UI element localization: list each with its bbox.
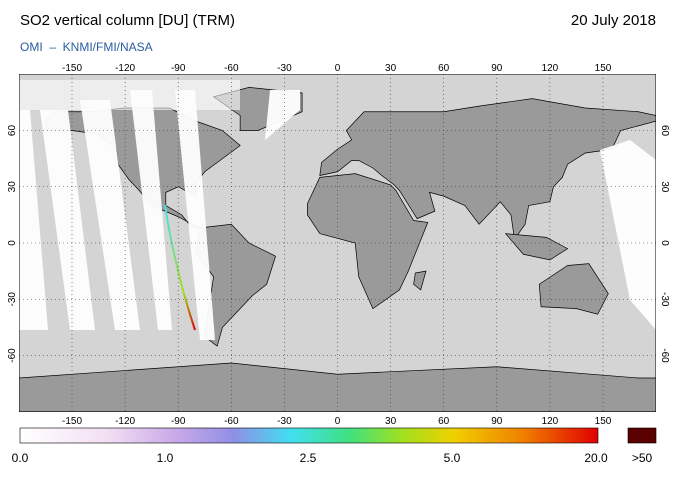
source: OMI – KNMI/FMI/NASA bbox=[20, 40, 153, 54]
lat-label-left: 30 bbox=[7, 181, 18, 193]
lon-label-top: 90 bbox=[491, 63, 503, 74]
colorbar bbox=[19, 427, 599, 444]
lon-label-top: -150 bbox=[62, 63, 82, 74]
lat-label-left: 60 bbox=[7, 125, 18, 137]
lon-label-top: 30 bbox=[385, 63, 397, 74]
lon-label-bottom: 0 bbox=[335, 416, 341, 427]
date: 20 July 2018 bbox=[571, 12, 656, 29]
landmass bbox=[307, 173, 429, 310]
lon-label-bottom: 120 bbox=[542, 416, 559, 427]
landmass bbox=[538, 263, 609, 315]
lat-label-left: -30 bbox=[7, 292, 18, 307]
lon-label-top: -30 bbox=[277, 63, 292, 74]
lon-label-bottom: 30 bbox=[385, 416, 397, 427]
lat-label-left: -60 bbox=[7, 348, 18, 363]
lon-label-top: 120 bbox=[542, 63, 559, 74]
lat-label-right: 0 bbox=[659, 240, 670, 246]
landmass bbox=[195, 223, 276, 347]
lon-label-bottom: 90 bbox=[491, 416, 503, 427]
lon-label-bottom: 150 bbox=[595, 416, 612, 427]
colorbar-label: 20.0 bbox=[584, 451, 608, 465]
lat-label-left: 0 bbox=[7, 240, 18, 246]
colorbar-label: 1.0 bbox=[157, 451, 174, 465]
colorbar-overflow-label: >50 bbox=[632, 451, 653, 465]
lon-label-bottom: -30 bbox=[277, 416, 292, 427]
colorbar-overflow bbox=[627, 427, 657, 444]
landmass bbox=[504, 233, 569, 261]
lon-label-top: 0 bbox=[335, 63, 341, 74]
lon-label-top: 150 bbox=[595, 63, 612, 74]
so2-track bbox=[164, 204, 196, 331]
lon-label-bottom: -150 bbox=[62, 416, 82, 427]
colorbar-label: 5.0 bbox=[444, 451, 461, 465]
colorbar-labels: 0.0 1.0 2.5 5.0 20.0 >50 bbox=[12, 451, 653, 465]
axis-labels: -150 -150 -120 -120 -90 -90 -60 -60 -30 -30 0 0 30 30… bbox=[7, 63, 670, 427]
lat-label-right: 30 bbox=[659, 181, 670, 193]
lon-label-top: -120 bbox=[115, 63, 135, 74]
lon-label-top: -60 bbox=[224, 63, 239, 74]
landmass bbox=[319, 98, 656, 241]
map bbox=[19, 74, 656, 412]
landmass bbox=[413, 270, 427, 291]
graticule bbox=[19, 74, 656, 412]
lon-label-bottom: -60 bbox=[224, 416, 239, 427]
lon-label-top: 60 bbox=[438, 63, 450, 74]
title: SO2 vertical column [DU] (TRM) bbox=[20, 12, 235, 29]
lat-label-right: -60 bbox=[659, 348, 670, 363]
lon-label-bottom: -90 bbox=[171, 416, 186, 427]
lon-label-top: -90 bbox=[171, 63, 186, 74]
lon-label-bottom: 60 bbox=[438, 416, 450, 427]
colorbar-label: 0.0 bbox=[12, 451, 29, 465]
lat-label-right: 60 bbox=[659, 125, 670, 137]
orbit-gaps bbox=[19, 80, 656, 340]
lon-label-bottom: -120 bbox=[115, 416, 135, 427]
lat-label-right: -30 bbox=[659, 292, 670, 307]
colorbar-label: 2.5 bbox=[300, 451, 317, 465]
